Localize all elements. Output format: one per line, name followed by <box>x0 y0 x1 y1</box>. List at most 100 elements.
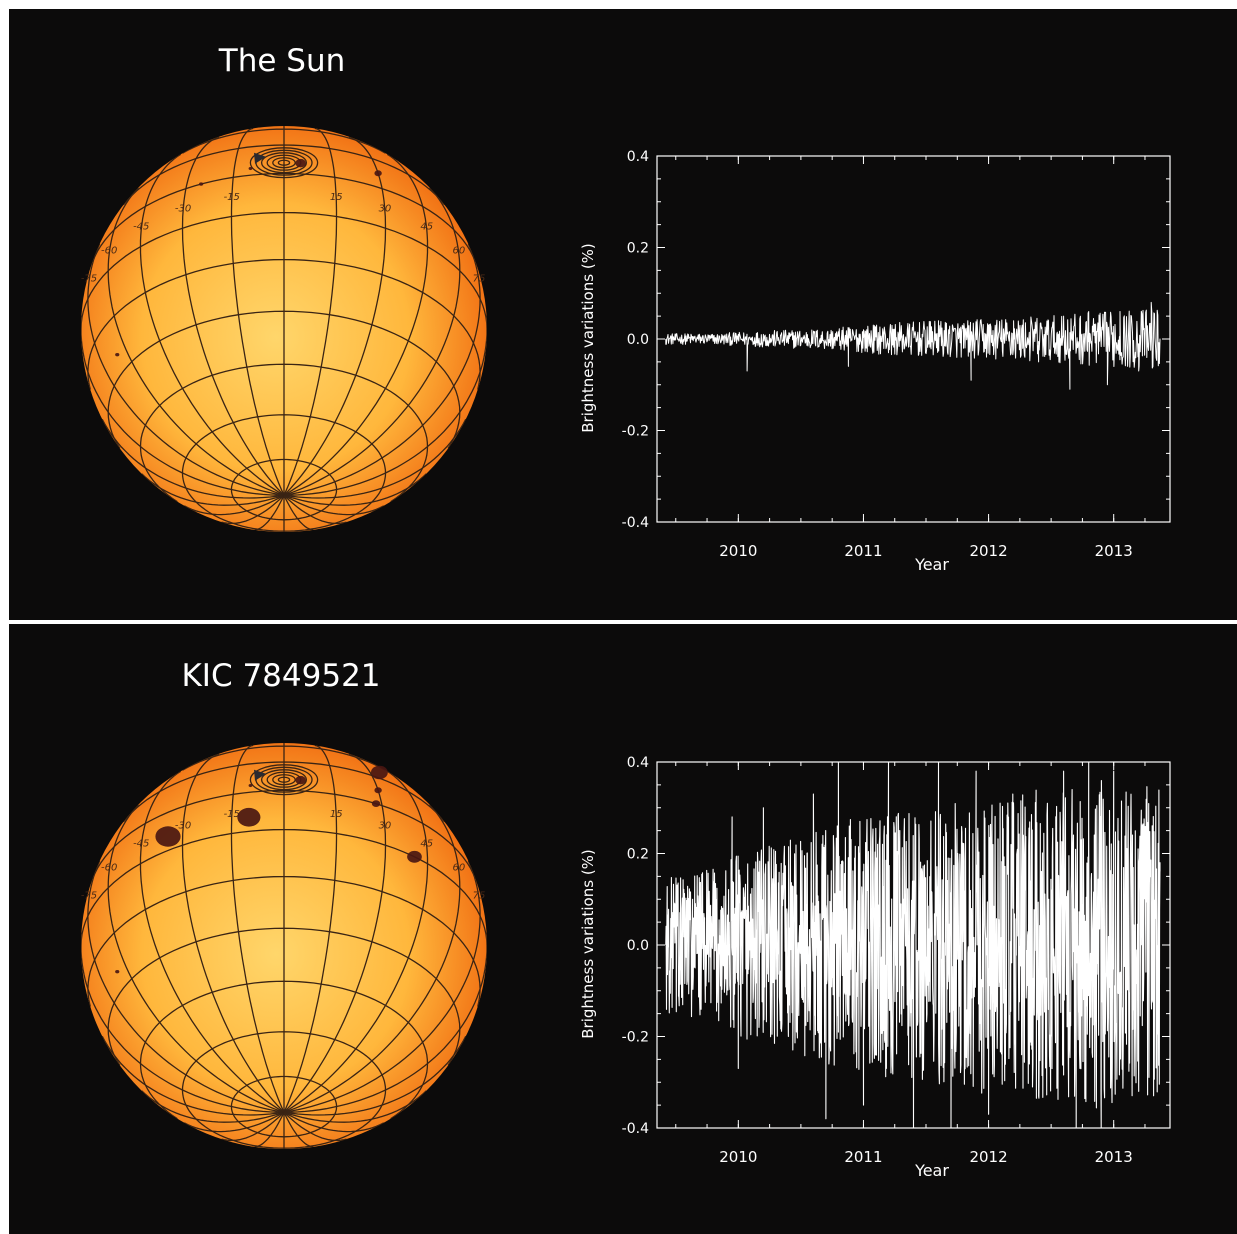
longitude-label: -30 <box>175 820 191 831</box>
y-tick-label: -0.2 <box>622 424 649 440</box>
longitude-line <box>87 243 285 496</box>
longitude-label: 75 <box>473 274 486 285</box>
x-tick-label: 2011 <box>844 542 882 560</box>
longitude-line <box>283 494 347 525</box>
longitude-label: 45 <box>420 222 433 233</box>
longitude-label: 15 <box>330 809 343 820</box>
pole-ring <box>277 159 291 166</box>
longitude-line <box>283 1035 467 1116</box>
starspot <box>371 800 381 808</box>
longitude-line <box>184 494 285 516</box>
longitude-line <box>283 153 429 496</box>
kic-panel: KIC 7849521 -75 -60 -45 -30 -15 15 30 45 60 75 0.… <box>9 624 1237 1234</box>
longitude-label: -45 <box>133 222 149 233</box>
longitude-label: 60 <box>452 246 465 257</box>
longitude-line <box>283 495 314 531</box>
longitude-line <box>230 127 285 496</box>
longitude-line <box>101 1035 285 1116</box>
longitude-line <box>221 494 285 525</box>
lat-long-grid <box>81 126 487 532</box>
starspot <box>295 158 306 168</box>
longitude-line <box>139 770 285 1113</box>
starspot <box>248 784 253 788</box>
starspot <box>115 352 120 357</box>
longitude-label: -60 <box>101 246 117 257</box>
longitude-line <box>283 1112 314 1148</box>
lat-long-grid <box>81 743 487 1149</box>
longitude-line <box>283 744 338 1113</box>
x-tick-label: 2012 <box>969 1148 1007 1166</box>
longitude-line <box>283 328 487 496</box>
pole-ring <box>260 152 308 174</box>
longitude-line <box>81 945 285 1113</box>
starspot <box>370 765 388 780</box>
longitude-line <box>184 1111 285 1133</box>
longitude-label: -30 <box>175 203 191 214</box>
starspot <box>295 775 306 785</box>
longitude-line <box>107 187 285 496</box>
kic-brightness-chart: 0.4 0.2 0.0 -0.2 -0.4 2010 2011 2012 2013 Brightn… <box>579 755 1171 1180</box>
longitude-line <box>181 136 285 496</box>
longitude-label: -75 <box>81 891 97 902</box>
sun-panel: The Sun -75 -60 -45 -30 -15 15 30 45 60 75 0.4 0.2… <box>9 9 1237 620</box>
sun-title: The Sun <box>218 43 346 79</box>
longitude-line <box>141 1090 285 1123</box>
y-axis-label: Brightness variations (%) <box>579 243 597 433</box>
y-tick-label: 0.0 <box>627 938 649 954</box>
x-axis-label: Year <box>914 555 949 574</box>
y-tick-label: 0.2 <box>627 847 649 863</box>
longitude-label: -60 <box>101 863 117 874</box>
longitude-label: 30 <box>379 820 392 831</box>
pole-ring <box>249 764 319 796</box>
longitude-line <box>107 804 285 1113</box>
longitude-line <box>283 1111 347 1142</box>
x-tick-label: 2010 <box>719 1148 757 1166</box>
y-tick-label: -0.2 <box>622 1030 649 1046</box>
pole-ring <box>260 769 308 791</box>
y-tick-label: 0.0 <box>627 332 649 348</box>
longitude-label: -15 <box>224 192 240 203</box>
starspot <box>237 807 261 827</box>
y-axis-label: Brightness variations (%) <box>579 849 597 1039</box>
starspot <box>248 167 253 171</box>
starspot <box>374 170 382 177</box>
longitude-line <box>283 418 467 499</box>
longitude-label: 30 <box>379 203 392 214</box>
brightness-series-line <box>665 301 1161 390</box>
longitude-line <box>283 1111 384 1133</box>
longitude-line <box>87 860 285 1113</box>
pole-ring <box>272 157 296 169</box>
longitude-line <box>101 418 285 499</box>
longitude-line <box>283 945 487 1113</box>
longitude-line <box>283 127 338 496</box>
longitude-line <box>230 744 285 1113</box>
rotation-arrow-icon <box>254 769 266 781</box>
brightness-series-line <box>665 762 1161 1128</box>
y-tick-label: -0.4 <box>622 515 649 531</box>
x-axis-label: Year <box>914 1161 949 1180</box>
longitude-label: -75 <box>81 274 97 285</box>
kic-globe-icon: -75 -60 -45 -30 -15 15 30 45 60 75 <box>81 743 487 1149</box>
rotation-arrow-icon <box>254 152 266 164</box>
pole-ring <box>249 147 319 179</box>
longitude-line <box>254 1112 285 1148</box>
longitude-line <box>283 136 387 496</box>
y-tick-label: 0.2 <box>627 241 649 257</box>
longitude-line <box>283 473 427 506</box>
longitude-line <box>283 860 481 1113</box>
x-tick-label: 2013 <box>1095 1148 1133 1166</box>
longitude-line <box>139 153 285 496</box>
starspot <box>374 787 382 794</box>
y-tick-label: 0.4 <box>627 149 649 165</box>
y-tick-label: -0.4 <box>622 1121 649 1137</box>
starspot <box>115 969 120 974</box>
longitude-label: 60 <box>452 863 465 874</box>
longitude-line <box>141 473 285 506</box>
starspot <box>199 182 204 186</box>
x-tick-label: 2013 <box>1095 542 1133 560</box>
longitude-label: 75 <box>473 891 486 902</box>
x-tick-label: 2011 <box>844 1148 882 1166</box>
sun-brightness-chart: 0.4 0.2 0.0 -0.2 -0.4 2010 2011 2012 2013 Brightn… <box>579 149 1171 574</box>
sun-globe-icon: -75 -60 -45 -30 -15 15 30 45 60 75 <box>81 126 487 532</box>
starspot <box>407 850 422 863</box>
